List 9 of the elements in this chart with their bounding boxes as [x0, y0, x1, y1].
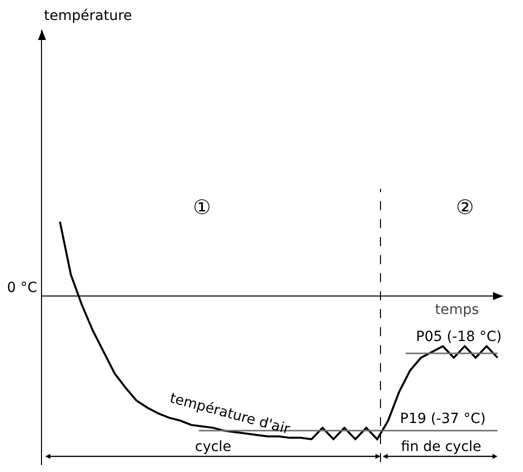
text: ①: [193, 195, 211, 219]
x-axis-title: temps: [435, 302, 479, 318]
text: température: [44, 8, 132, 24]
annotation: cycle: [195, 439, 232, 455]
text: 0 °C: [7, 280, 38, 296]
annotation: P05 (-18 °C): [416, 329, 502, 345]
annotation: fin de cycle: [401, 439, 482, 455]
text: ②: [456, 195, 474, 219]
annotation: P19 (-37 °C): [400, 411, 486, 427]
